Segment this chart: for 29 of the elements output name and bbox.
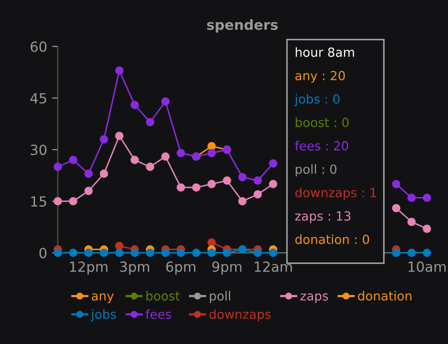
x-tick-label: 6pm — [166, 261, 196, 275]
annotation: boost : 0 — [296, 117, 349, 128]
x-tick-label: 9pm — [212, 261, 242, 275]
legend-label: fees — [146, 309, 172, 319]
annotation: jobs : 0 — [294, 94, 340, 106]
legend-label: jobs — [90, 309, 116, 322]
annotation: donation : 0 — [295, 234, 370, 244]
x-tick-label: 12pm — [70, 261, 108, 275]
y-tick-label: 0 — [39, 248, 46, 258]
legend-label: boost — [146, 290, 180, 301]
annotation: downzaps : 1 — [295, 188, 376, 200]
legend-label: downzaps — [209, 309, 271, 322]
annotation: any : 20 — [295, 70, 345, 83]
y-tick-label: 15 — [31, 196, 46, 207]
chart-title: spenders — [207, 19, 278, 33]
annotation: zaps : 13 — [295, 211, 350, 224]
legend-label: zaps — [300, 293, 328, 304]
x-tick-label: 12am — [254, 261, 292, 272]
x-tick-label: 3pm — [120, 261, 150, 275]
y-tick-label: 60 — [30, 41, 46, 52]
y-tick-label: 45 — [30, 93, 46, 104]
x-tick-label: 10am — [408, 261, 446, 272]
annotation: poll : 0 — [296, 164, 336, 176]
legend-label: poll — [210, 290, 230, 304]
annotation: fees : 20 — [294, 140, 348, 151]
legend-label: any — [92, 293, 114, 304]
y-tick-label: 30 — [30, 144, 46, 156]
annotation: hour 8am — [296, 47, 354, 57]
legend-label: donation — [358, 290, 412, 301]
